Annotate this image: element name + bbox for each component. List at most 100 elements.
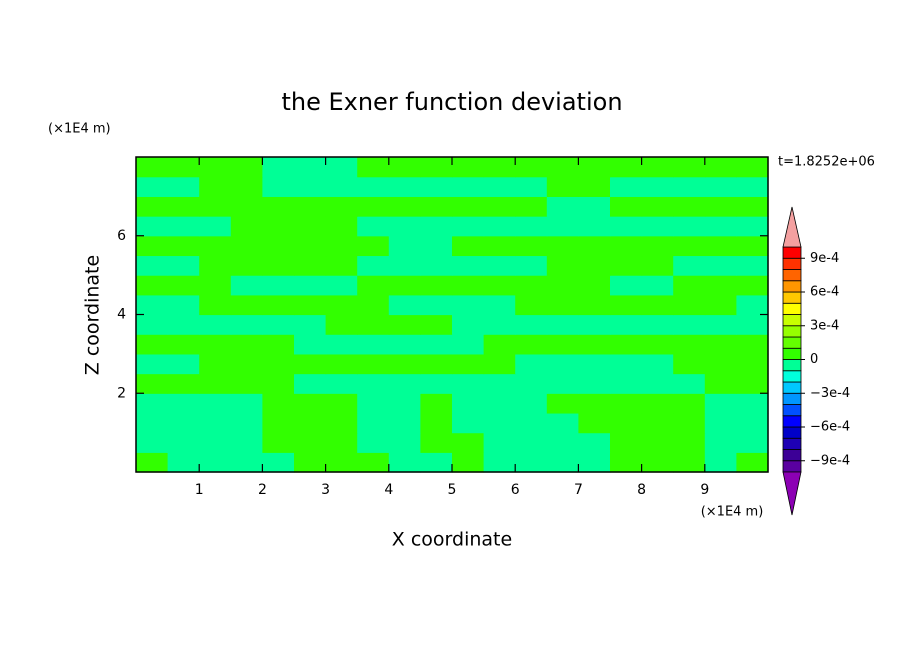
field-cell [357,412,390,434]
field-cell [325,334,358,355]
field-cell [610,294,643,316]
field-cell [641,255,674,276]
colorbar-band [782,437,802,450]
field-cell [546,393,579,414]
field-cell [388,373,421,394]
field-cell [294,176,327,197]
x-tick-label: 2 [258,482,267,498]
field-cell [167,334,200,355]
field-cell [641,412,674,434]
field-cell [357,157,390,178]
field-cell [136,176,169,197]
field-cell [704,353,737,375]
field-cell [420,294,453,316]
field-cell [294,255,327,276]
field-cell [483,196,516,217]
field-cell [641,334,674,355]
field-cell [736,334,769,355]
y-axis-label: Z coordinate [82,255,104,375]
field-cell [199,373,232,394]
field-cell [230,157,263,178]
field-cell [452,157,485,178]
field-cell [294,373,327,394]
field-cell [673,412,706,434]
field-cell [199,294,232,316]
field-cell [641,373,674,394]
field-cell [388,412,421,434]
field-cell [515,294,548,316]
field-cell [136,255,169,276]
field-cell [294,353,327,375]
field-cell [704,373,737,394]
field-cell [704,275,737,296]
field-cell [420,314,453,335]
field-cell [736,353,769,375]
field-cell [262,452,295,473]
field-cell [546,412,579,434]
field-cell [515,216,548,237]
x-tick-label: 1 [195,482,204,498]
field-cell [483,412,516,434]
field-cell [578,432,611,453]
field-cell [230,176,263,197]
field-cell [546,157,579,178]
field-cell [325,157,358,178]
field-cell [736,393,769,414]
field-cell [388,353,421,375]
colorbar-band [782,392,802,405]
field-cell [452,275,485,296]
field-cell [515,432,548,453]
field-cell [136,196,169,217]
field-cell [262,294,295,316]
field-cell [325,294,358,316]
field-cell [641,294,674,316]
field-cell [704,432,737,453]
field-cell [325,314,358,335]
field-cell [546,452,579,473]
field-cell [167,432,200,453]
field-cell [167,314,200,335]
time-annotation: t=1.8252e+06 [778,155,875,170]
field-cell [641,393,674,414]
x-tick-label: 8 [637,482,646,498]
field-cell [325,235,358,257]
field-cell [673,334,706,355]
x-tick-label: 7 [574,482,583,498]
field-cell [641,353,674,375]
field-cell [610,196,643,217]
field-cell [515,334,548,355]
field-cell [388,294,421,316]
field-cell [736,275,769,296]
field-cell [136,275,169,296]
field-cell [420,353,453,375]
colorbar-band [782,314,802,327]
field-cell [294,157,327,178]
field-cell [452,314,485,335]
field-cell [610,157,643,178]
field-cell [483,314,516,335]
colorbar-band [782,460,802,473]
x-tick-label: 9 [700,482,709,498]
colorbar-over [782,206,802,248]
field-cell [325,373,358,394]
field-cell [388,196,421,217]
field-cell [673,176,706,197]
field-cell [230,353,263,375]
field-cell [515,373,548,394]
colorbar-band [782,415,802,428]
field-cell [673,393,706,414]
field-cell [546,216,579,237]
colorbar-tick-label: −9e-4 [810,453,850,468]
field-cell [704,216,737,237]
x-axis-label: X coordinate [392,529,512,551]
field-cell [294,294,327,316]
field-cell [325,393,358,414]
colorbar-tick-label: 9e-4 [810,251,839,266]
field-cell [641,452,674,473]
field-cell [641,314,674,335]
field-cell [230,452,263,473]
field-cell [294,412,327,434]
field-cell [420,196,453,217]
